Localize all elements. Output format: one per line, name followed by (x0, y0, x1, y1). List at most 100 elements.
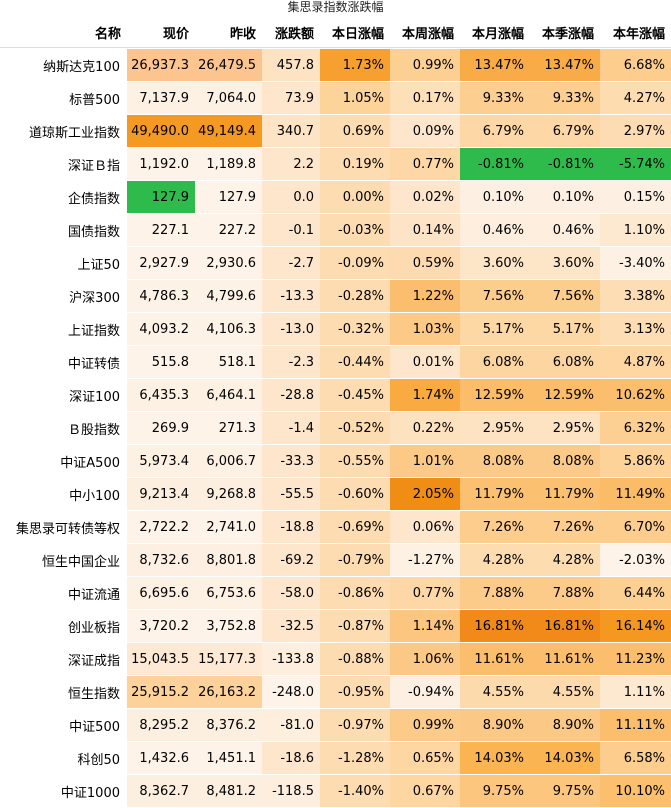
cell: -5.74% (600, 148, 671, 180)
table-row: 中小100 9,213.4 9,268.8 -55.5 -0.60% 2.05% 11.79… (0, 478, 671, 510)
cell: -0.55% (320, 445, 390, 477)
cell: -0.97% (320, 709, 390, 741)
cell: 0.46% (530, 214, 600, 246)
column-header: 本月涨幅 (460, 17, 530, 48)
row-name: 企债指数 (0, 181, 127, 213)
cell: 7,064.0 (195, 82, 262, 114)
table-title: 集思录指数涨跌幅 (287, 0, 384, 14)
cell: 1,189.8 (195, 148, 262, 180)
cell: -0.44% (320, 346, 390, 378)
cell: 3.60% (530, 247, 600, 279)
cell: 6.70% (600, 511, 671, 543)
cell: 8.90% (530, 709, 600, 741)
cell: 0.46% (460, 214, 530, 246)
cell: 15,177.3 (195, 643, 262, 675)
cell: 4,093.2 (127, 313, 195, 345)
cell: 4.27% (600, 82, 671, 114)
table-row: 恒生中国企业 8,732.6 8,801.8 -69.2 -0.79% -1.27% 4.2… (0, 544, 671, 576)
row-name: 中证转债 (0, 346, 127, 378)
cell: 227.1 (127, 214, 195, 246)
column-header: 本季涨幅 (530, 17, 600, 48)
cell: 457.8 (262, 49, 320, 81)
cell: -18.8 (262, 511, 320, 543)
cell: -0.94% (390, 676, 460, 708)
table-row: Ｂ股指数 269.9 271.3 -1.4 -0.52% 0.22% 2.95% 2.95% 6… (0, 412, 671, 444)
cell: 8.08% (460, 445, 530, 477)
cell: 16.14% (600, 610, 671, 642)
cell: 12.59% (460, 379, 530, 411)
cell: 2.95% (460, 412, 530, 444)
row-name: 上证50 (0, 247, 127, 279)
cell: -0.95% (320, 676, 390, 708)
cell: 7,137.9 (127, 82, 195, 114)
cell: 269.9 (127, 412, 195, 444)
cell: 6,695.6 (127, 577, 195, 609)
cell: 1.06% (390, 643, 460, 675)
cell: 0.67% (390, 775, 460, 807)
table-row: 标普500 7,137.9 7,064.0 73.9 1.05% 0.17% 9.33% 9.… (0, 82, 671, 114)
data-table: 名称 现价 昨收 涨跌额 本日涨幅 本周涨幅 本月涨幅 本季涨幅 本年涨幅 纳斯达克100 26,… (0, 16, 671, 808)
cell: 4.87% (600, 346, 671, 378)
column-header: 本日涨幅 (320, 17, 390, 48)
cell: 6.68% (600, 49, 671, 81)
cell: 2,927.9 (127, 247, 195, 279)
cell: 11.79% (530, 478, 600, 510)
cell: 9.33% (530, 82, 600, 114)
table-row: 中证流通 6,695.6 6,753.6 -58.0 -0.86% 0.77% 7.88% 7… (0, 577, 671, 609)
cell: -58.0 (262, 577, 320, 609)
cell: 11.49% (600, 478, 671, 510)
cell: 26,163.2 (195, 676, 262, 708)
cell: 6.44% (600, 577, 671, 609)
cell: 25,915.2 (127, 676, 195, 708)
cell: 2,741.0 (195, 511, 262, 543)
cell: 4.28% (530, 544, 600, 576)
header-row: 名称 现价 昨收 涨跌额 本日涨幅 本周涨幅 本月涨幅 本季涨幅 本年涨幅 (0, 17, 671, 48)
cell: 14.03% (460, 742, 530, 774)
table-row: 上证50 2,927.9 2,930.6 -2.7 -0.09% 0.59% 3.60% 3.… (0, 247, 671, 279)
cell: -0.69% (320, 511, 390, 543)
cell: 1,451.1 (195, 742, 262, 774)
cell: 1.14% (390, 610, 460, 642)
row-name: 科创50 (0, 742, 127, 774)
table-body: 纳斯达克100 26,937.3 26,479.5 457.8 1.73% 0.99% 13… (0, 49, 671, 807)
table-row: 中证A500 5,973.4 6,006.7 -33.3 -0.55% 1.01% 8.08… (0, 445, 671, 477)
table-row: 恒生指数 25,915.2 26,163.2 -248.0 -0.95% -0.94% 4.… (0, 676, 671, 708)
cell: 5.17% (460, 313, 530, 345)
cell: 7.26% (460, 511, 530, 543)
cell: -0.87% (320, 610, 390, 642)
cell: 3.13% (600, 313, 671, 345)
cell: -0.1 (262, 214, 320, 246)
cell: 11.61% (530, 643, 600, 675)
cell: 127.9 (195, 181, 262, 213)
row-name: 中证1000 (0, 775, 127, 807)
cell: 13.47% (530, 49, 600, 81)
cell: 0.59% (390, 247, 460, 279)
cell: 10.10% (600, 775, 671, 807)
cell: -2.03% (600, 544, 671, 576)
cell: 0.65% (390, 742, 460, 774)
cell: -118.5 (262, 775, 320, 807)
cell: 11.11% (600, 709, 671, 741)
row-name: 深证成指 (0, 643, 127, 675)
row-name: 国债指数 (0, 214, 127, 246)
cell: 0.19% (320, 148, 390, 180)
cell: 4.55% (530, 676, 600, 708)
table-row: 中证1000 8,362.7 8,481.2 -118.5 -1.40% 0.67% 9.7… (0, 775, 671, 807)
cell: 10.62% (600, 379, 671, 411)
cell: 4.55% (460, 676, 530, 708)
cell: 0.99% (390, 49, 460, 81)
cell: -0.79% (320, 544, 390, 576)
cell: -0.88% (320, 643, 390, 675)
cell: 7.88% (530, 577, 600, 609)
cell: -32.5 (262, 610, 320, 642)
cell: 7.56% (530, 280, 600, 312)
cell: 3,720.2 (127, 610, 195, 642)
cell: -0.81% (460, 148, 530, 180)
cell: -3.40% (600, 247, 671, 279)
table-row: 国债指数 227.1 227.2 -0.1 -0.03% 0.14% 0.46% 0.46% 1… (0, 214, 671, 246)
cell: 6,006.7 (195, 445, 262, 477)
cell: -13.3 (262, 280, 320, 312)
cell: -55.5 (262, 478, 320, 510)
cell: 0.0 (262, 181, 320, 213)
